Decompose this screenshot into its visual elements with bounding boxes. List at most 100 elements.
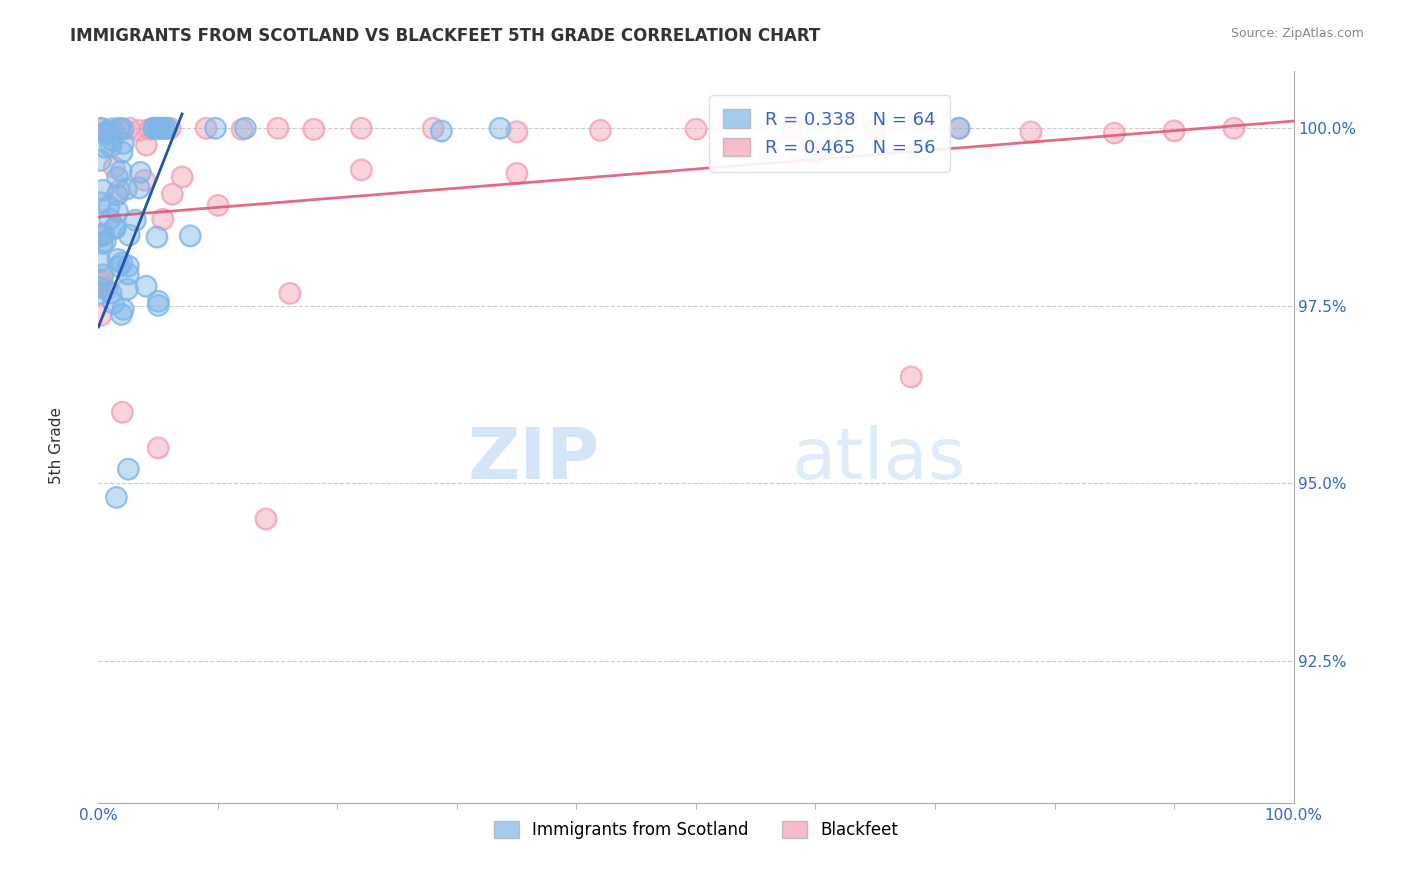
Point — [350, 121, 373, 136]
Point — [142, 121, 165, 136]
Point — [148, 294, 170, 309]
Text: Source: ZipAtlas.com: Source: ZipAtlas.com — [1230, 27, 1364, 40]
Point — [90, 276, 112, 290]
Point — [900, 369, 922, 384]
Point — [89, 153, 111, 168]
Point — [105, 491, 128, 505]
Point — [685, 122, 707, 136]
Point — [148, 441, 170, 455]
Point — [94, 235, 117, 249]
Point — [804, 145, 827, 160]
Point — [143, 121, 166, 136]
Point — [107, 260, 129, 274]
Point — [93, 228, 115, 243]
Point — [207, 198, 229, 212]
Point — [118, 121, 141, 136]
Point — [100, 139, 122, 153]
Point — [87, 121, 110, 136]
Point — [89, 280, 111, 294]
Point — [110, 164, 132, 178]
Point — [111, 405, 134, 419]
Point — [111, 121, 134, 136]
Point — [91, 236, 114, 251]
Point — [148, 298, 170, 312]
Point — [865, 121, 887, 136]
Point — [94, 127, 117, 141]
Point — [350, 162, 373, 177]
Point — [98, 212, 121, 227]
Point — [231, 122, 253, 136]
Point — [204, 121, 226, 136]
Point — [267, 121, 290, 136]
Point — [89, 195, 111, 210]
Point — [101, 133, 124, 147]
Point — [91, 236, 114, 251]
Point — [1223, 121, 1246, 136]
Point — [97, 124, 120, 138]
Point — [430, 124, 453, 138]
Point — [231, 122, 253, 136]
Point — [91, 268, 114, 282]
Point — [112, 136, 135, 151]
Point — [430, 124, 453, 138]
Point — [107, 170, 129, 185]
Point — [422, 121, 444, 136]
Point — [179, 228, 201, 243]
Point — [129, 165, 152, 179]
Point — [148, 441, 170, 455]
Point — [107, 204, 129, 219]
Point — [506, 166, 529, 180]
Point — [1019, 125, 1042, 139]
Point — [89, 280, 111, 294]
Point — [233, 121, 256, 136]
Point — [89, 195, 111, 210]
Point — [89, 286, 111, 301]
Point — [89, 228, 111, 243]
Point — [142, 121, 165, 136]
Point — [1104, 126, 1126, 140]
Point — [94, 140, 117, 154]
Point — [100, 285, 122, 300]
Point — [138, 122, 160, 136]
Point — [422, 121, 444, 136]
Point — [101, 133, 124, 147]
Point — [118, 227, 141, 242]
Point — [108, 122, 131, 136]
Point — [94, 127, 117, 141]
Point — [488, 121, 510, 136]
Point — [134, 173, 156, 187]
Point — [108, 122, 131, 136]
Point — [124, 213, 146, 227]
Point — [780, 121, 803, 136]
Point — [278, 286, 301, 301]
Point — [135, 279, 157, 293]
Point — [96, 282, 118, 296]
Point — [948, 121, 970, 136]
Point — [350, 162, 373, 177]
Point — [118, 227, 141, 242]
Point — [1104, 126, 1126, 140]
Point — [97, 124, 120, 138]
Point — [146, 121, 169, 136]
Point — [900, 369, 922, 384]
Point — [152, 121, 174, 136]
Point — [90, 308, 112, 322]
Point — [107, 204, 129, 219]
Point — [589, 123, 612, 137]
Point — [159, 121, 181, 136]
Point — [233, 121, 256, 136]
Point — [108, 121, 131, 136]
Legend: Immigrants from Scotland, Blackfeet: Immigrants from Scotland, Blackfeet — [486, 814, 905, 846]
Text: IMMIGRANTS FROM SCOTLAND VS BLACKFEET 5TH GRADE CORRELATION CHART: IMMIGRANTS FROM SCOTLAND VS BLACKFEET 5T… — [70, 27, 821, 45]
Point — [101, 121, 124, 136]
Point — [111, 121, 134, 136]
Point — [149, 121, 172, 136]
Point — [124, 213, 146, 227]
Point — [96, 282, 118, 296]
Point — [148, 121, 170, 136]
Point — [780, 121, 803, 136]
Point — [103, 296, 125, 310]
Text: atlas: atlas — [792, 425, 966, 493]
Point — [204, 121, 226, 136]
Point — [138, 122, 160, 136]
